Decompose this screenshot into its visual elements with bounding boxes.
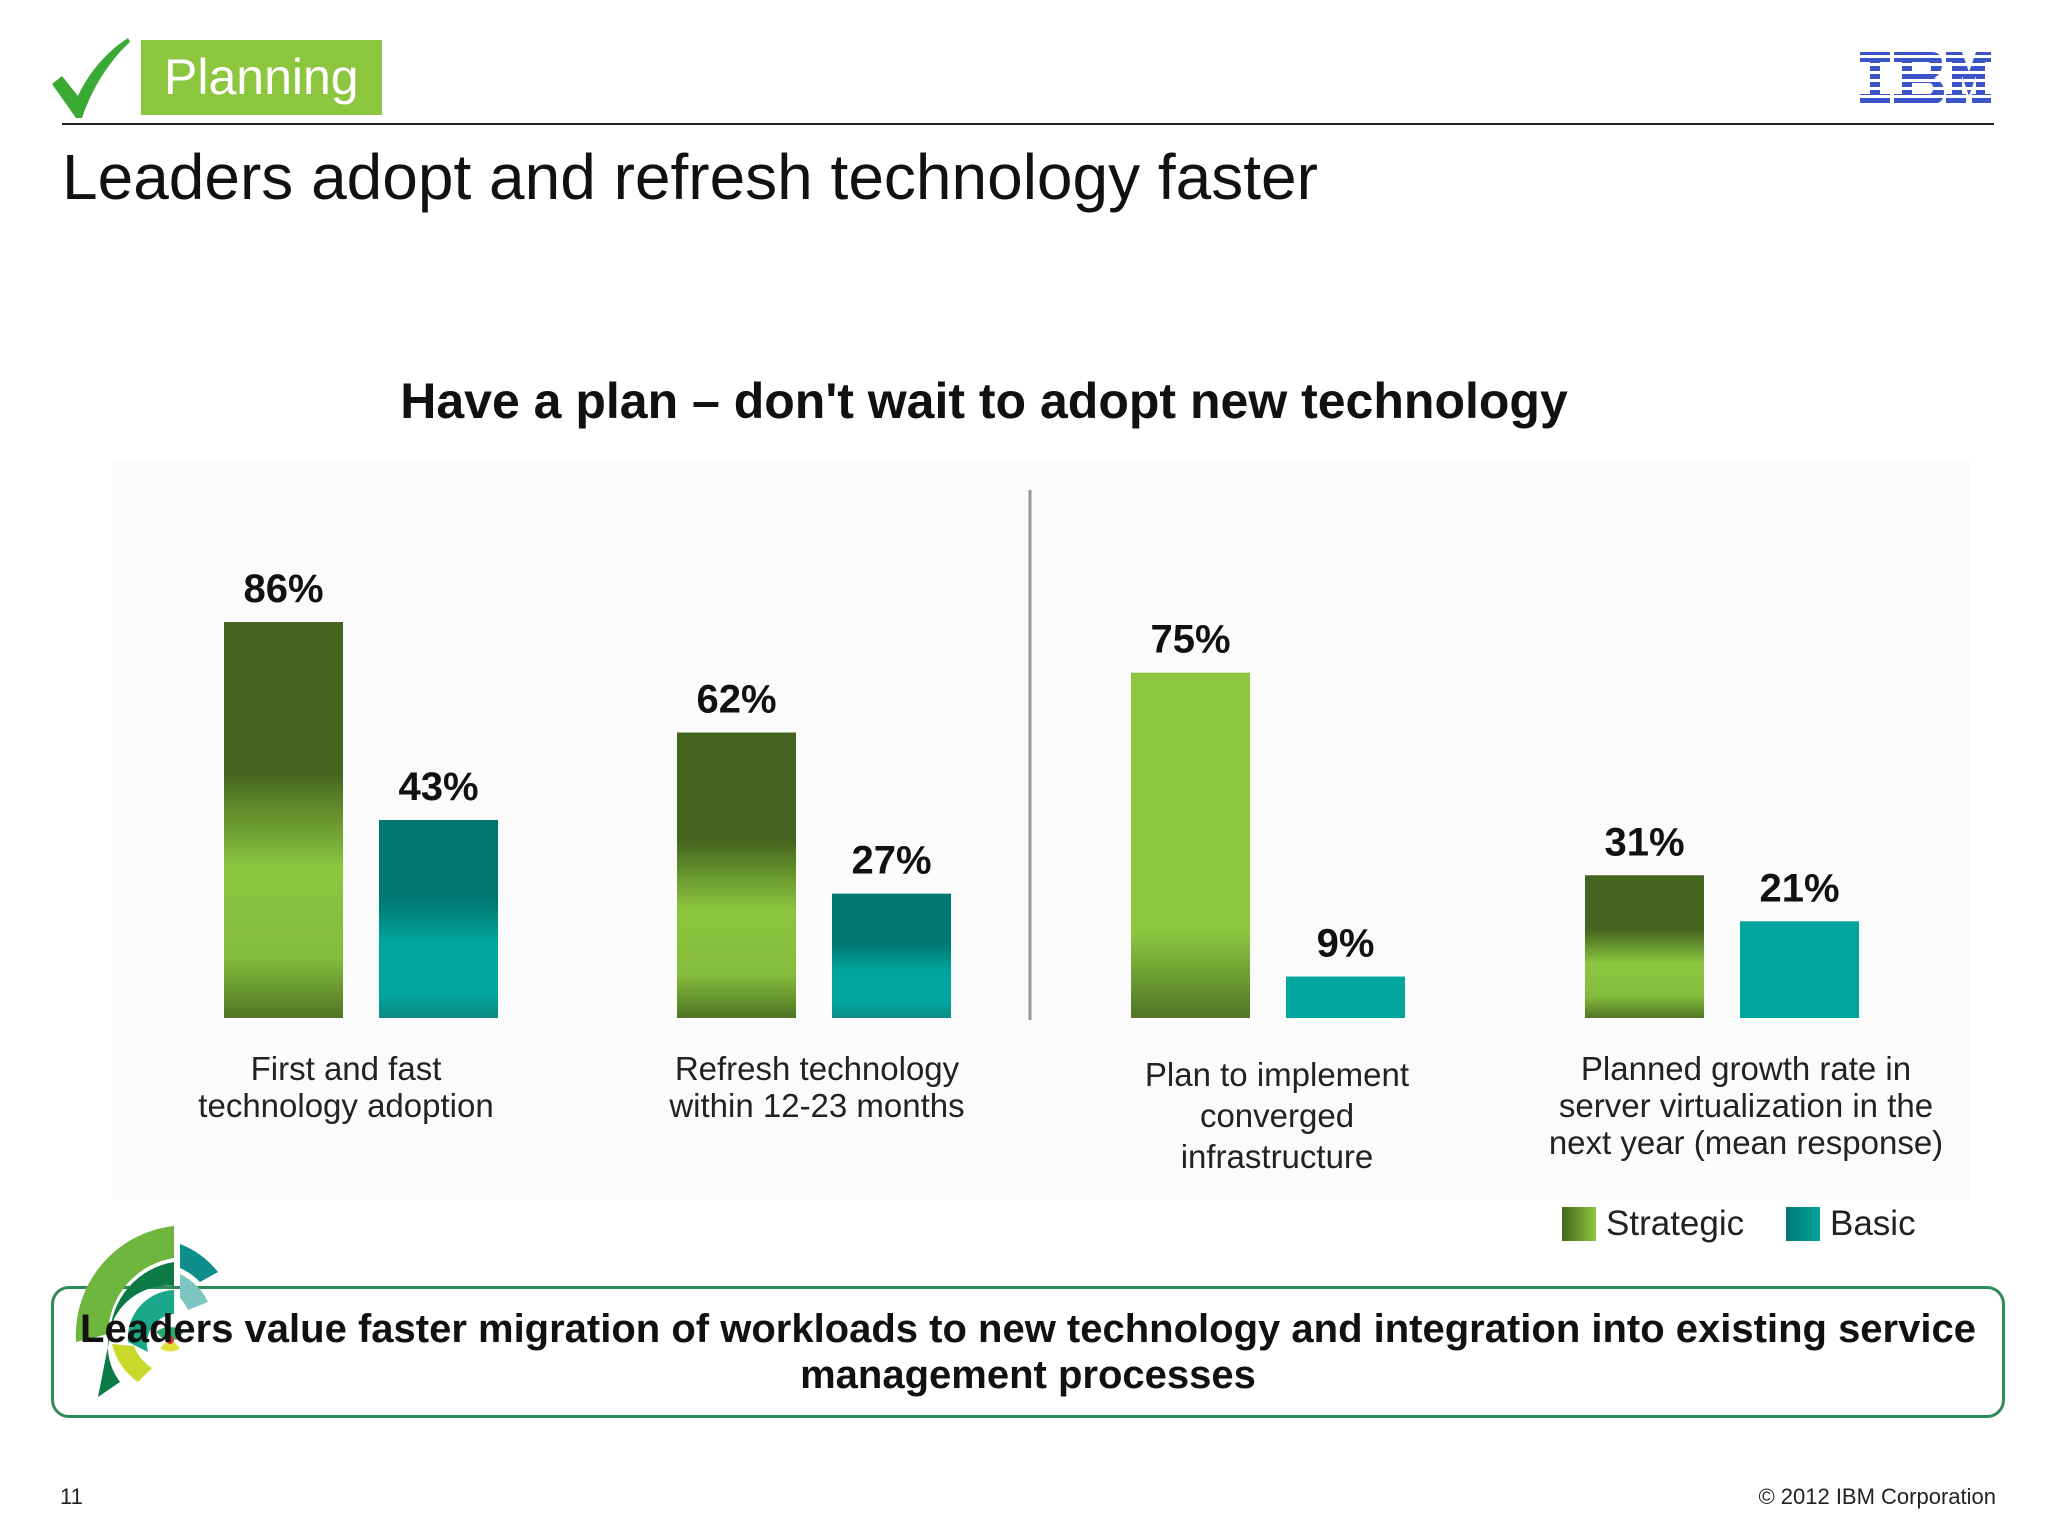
value-label-strategic-1: 86%: [243, 567, 323, 611]
legend-label-basic: Basic: [1830, 1204, 1916, 1243]
bar-basic-2: [832, 893, 951, 1018]
bar-strategic-1: [224, 622, 343, 1018]
category-label-3: Plan to implement converged infrastructu…: [1144, 1056, 1410, 1175]
bar-strategic-4: [1585, 875, 1704, 1018]
legend-label-strategic: Strategic: [1606, 1204, 1745, 1243]
page-number: 11: [60, 1484, 83, 1509]
legend-swatch-basic: [1786, 1207, 1820, 1241]
callout-box: [51, 1286, 2005, 1418]
legend-swatch-strategic: [1562, 1207, 1596, 1241]
copyright: © 2012 IBM Corporation: [1758, 1484, 1996, 1509]
header-divider: [62, 123, 1994, 125]
ibm-logo: [1860, 52, 1991, 104]
bar-basic-1: [379, 820, 498, 1018]
bar-strategic-3: [1131, 672, 1250, 1018]
value-label-strategic-2: 62%: [696, 678, 776, 722]
bar-strategic-2: [677, 732, 796, 1018]
category-label-2: Refresh technology within 12-23 months: [669, 1050, 965, 1124]
value-label-strategic-4: 31%: [1604, 820, 1684, 864]
bar-basic-4: [1740, 921, 1859, 1018]
value-label-basic-4: 21%: [1759, 866, 1839, 910]
category-label-1: First and fast technology adoption: [198, 1050, 494, 1124]
value-label-basic-3: 9%: [1317, 922, 1375, 966]
bar-basic-3: [1286, 976, 1405, 1018]
value-label-strategic-3: 75%: [1150, 618, 1230, 662]
section-tag: Planning: [141, 40, 382, 115]
brand-arc-graphic-icon: [75, 1226, 218, 1397]
slide-title: Leaders adopt and refresh technology fas…: [62, 141, 1318, 213]
chart-title: Have a plan – don't wait to adopt new te…: [400, 373, 1568, 429]
value-label-basic-2: 27%: [851, 839, 931, 883]
category-label-4: Planned growth rate in server virtualiza…: [1548, 1050, 1944, 1161]
value-label-basic-1: 43%: [398, 765, 478, 809]
checkmark-icon: [52, 38, 130, 118]
callout-text: Leaders value faster migration of worklo…: [80, 1307, 1976, 1397]
